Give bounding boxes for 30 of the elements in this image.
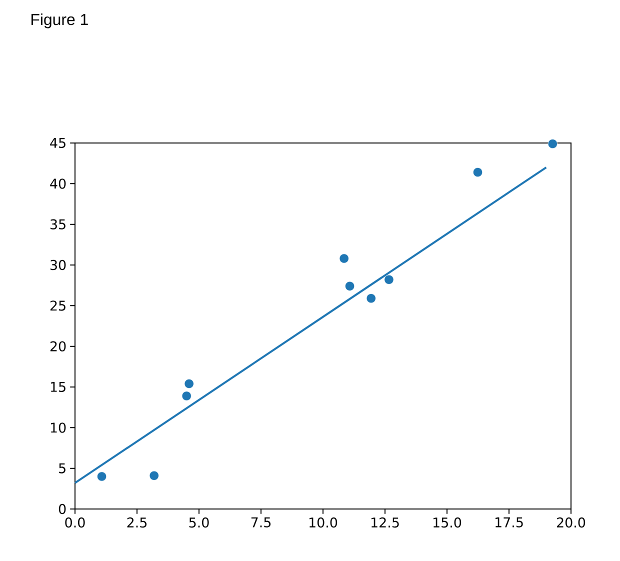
x-tick-label: 2.5 [127,517,147,528]
y-tick-label: 15 [50,382,66,392]
y-tick-label: 25 [50,300,66,311]
point [384,274,394,284]
y-tick-label: 0 [58,504,66,514]
point [149,470,159,480]
y-tick-label: 20 [50,341,66,352]
x-tick-label: 7.5 [251,517,271,528]
x-tick-label: 15.0 [434,517,462,528]
point [96,472,107,482]
point [548,139,558,149]
x-tick-label: 5.0 [189,517,209,528]
y-tick-label: 45 [50,138,66,148]
point [366,294,376,304]
x-tick-label: 0.0 [65,517,85,528]
point [472,167,483,178]
y-tick-label: 35 [50,219,66,230]
y-tick-label: 30 [50,260,66,270]
y-tick-label: 10 [50,422,66,433]
x-tick-label: 10.0 [310,517,338,528]
x-tick-label: 17.5 [496,517,523,528]
point [339,254,349,264]
x-tick-label: 20.0 [557,517,586,528]
point [344,281,355,291]
chart-title: Figure 1 [32,13,88,28]
point [182,391,192,401]
y-tick-label: 5 [59,463,66,474]
x-tick-label: 12.5 [372,517,399,528]
point [184,378,194,389]
y-tick-label: 40 [50,178,66,189]
